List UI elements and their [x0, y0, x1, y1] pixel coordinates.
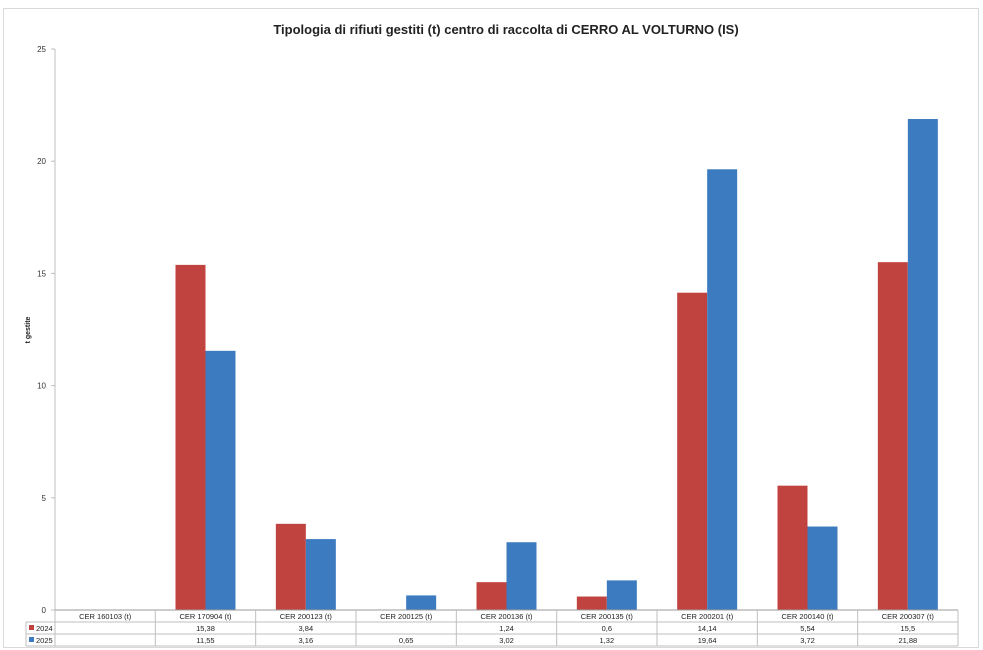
data-table: CER 160103 (t) CER 170904 (t) CER 200123 (…: [25, 609, 959, 647]
data-table-value: 1,32: [600, 636, 615, 645]
bar-2024: [275, 523, 306, 610]
bar-2024: [777, 485, 808, 610]
bar-2024: [877, 262, 908, 610]
x-category-label: CER 200140 (t): [781, 612, 834, 621]
legend-label-2024: 2024: [36, 624, 53, 633]
bar-2025: [305, 539, 336, 610]
legend-key-2024: [29, 625, 34, 630]
bar-2025: [606, 580, 637, 610]
chart-frame: [3, 8, 979, 648]
bar-2024: [677, 292, 708, 610]
x-category-label: CER 200307 (t): [882, 612, 935, 621]
y-tick-label: 5: [42, 494, 47, 503]
y-tick-label: 15: [37, 269, 46, 278]
y-tick-label: 0: [42, 606, 47, 615]
data-table-value: 3,72: [800, 636, 815, 645]
legend-label-2025: 2025: [36, 636, 53, 645]
data-table-value: 0,6: [602, 624, 612, 633]
x-category-label: CER 200123 (t): [280, 612, 333, 621]
data-table-value: 21,88: [898, 636, 917, 645]
legend-key-2025: [29, 637, 34, 642]
y-tick-label: 20: [37, 157, 46, 166]
x-category-label: CER 170904 (t): [179, 612, 232, 621]
data-table-value: 5,54: [800, 624, 815, 633]
x-category-label: CER 200136 (t): [480, 612, 533, 621]
data-table-value: 3,02: [499, 636, 514, 645]
data-table-value: 15,38: [196, 624, 215, 633]
data-table-value: 19,64: [698, 636, 717, 645]
bar-2024: [576, 596, 607, 610]
x-category-label: CER 200125 (t): [380, 612, 433, 621]
x-category-label: CER 160103 (t): [79, 612, 132, 621]
y-tick-label: 25: [37, 45, 46, 54]
bar-2025: [506, 542, 537, 610]
bar-2025: [807, 526, 838, 610]
data-table-value: 0,65: [399, 636, 414, 645]
bar-2024: [175, 264, 206, 610]
plot-area: 0 5 10 15 20 25: [37, 45, 938, 615]
y-tick-label: 10: [37, 382, 46, 391]
data-table-value: 1,24: [499, 624, 514, 633]
bar-2025: [406, 595, 437, 610]
bar-2024: [476, 582, 507, 610]
x-category-label: CER 200201 (t): [681, 612, 734, 621]
bar-2025: [707, 169, 738, 611]
data-table-value: 3,84: [299, 624, 314, 633]
y-axis-label: t gestite: [25, 316, 32, 343]
data-table-value: 3,16: [299, 636, 314, 645]
chart-title: Tipologia di rifiuti gestiti (t) centro …: [273, 22, 738, 37]
bar-2025: [205, 350, 236, 610]
bar-2025: [907, 119, 938, 610]
x-category-label: CER 200135 (t): [581, 612, 634, 621]
data-table-value: 15,5: [901, 624, 916, 633]
data-table-value: 14,14: [698, 624, 717, 633]
data-table-value: 11,55: [196, 636, 214, 645]
